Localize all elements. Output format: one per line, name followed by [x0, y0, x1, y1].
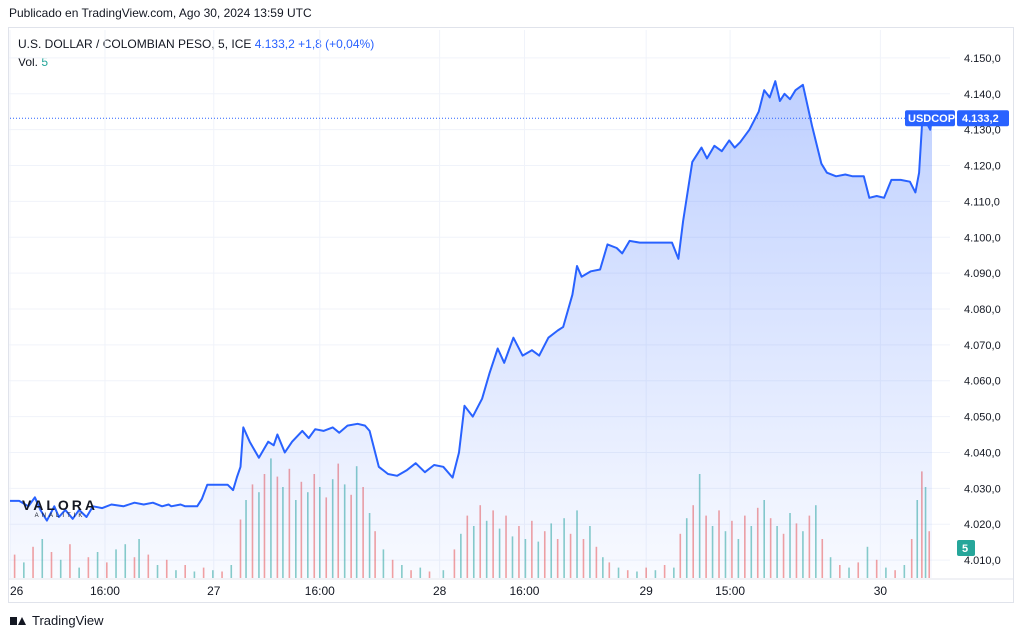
x-tick-label: 26 — [10, 584, 24, 598]
legend-vol-value: 5 — [41, 55, 49, 69]
chart-legend: U.S. DOLLAR / COLOMBIAN PESO, 5, ICE 4.1… — [18, 35, 374, 71]
y-tick-label: 4.080,0 — [964, 304, 1001, 316]
legend-last-value: 4.133,2 — [254, 37, 295, 51]
x-tick-label: 15:00 — [715, 584, 745, 598]
x-tick-label: 27 — [207, 584, 221, 598]
price-tag-symbol-bg — [905, 110, 955, 127]
volume-tag-value: 5 — [962, 543, 968, 555]
y-axis: 4.010,0 4.020,0 4.030,0 4.040,0 4.050,0 4.060… — [964, 53, 1001, 567]
y-tick-label: 4.070,0 — [964, 340, 1001, 352]
price-tag-symbol: USDCOP — [908, 113, 955, 125]
y-tick-label: 4.030,0 — [964, 483, 1001, 495]
y-tick-label: 4.060,0 — [964, 376, 1001, 388]
valora-watermark: VALORA ANALITIK — [20, 497, 100, 519]
chart-frame — [8, 27, 1014, 603]
y-tick-label: 4.090,0 — [964, 268, 1001, 280]
watermark-subtitle: ANALITIK — [34, 513, 86, 519]
y-tick-label: 4.150,0 — [964, 53, 1001, 65]
y-tick-label: 4.020,0 — [964, 519, 1001, 531]
y-tick-label: 4.040,0 — [964, 447, 1001, 459]
watermark-title: VALORA — [21, 497, 99, 513]
legend-change: +1,8 (+0,04%) — [298, 37, 375, 51]
x-tick-label: 29 — [640, 584, 654, 598]
legend-vol-label: Vol. — [18, 55, 39, 69]
volume-tag-bg — [957, 540, 975, 556]
y-tick-label: 4.130,0 — [964, 125, 1001, 137]
y-tick-label: 4.050,0 — [964, 412, 1001, 424]
x-tick-label: 16:00 — [305, 584, 335, 598]
legend-volume-row: Vol. 5 — [18, 53, 374, 71]
price-tag-value: 4.133,2 — [962, 113, 999, 125]
volume-tag: 5 — [957, 540, 975, 556]
price-area — [10, 81, 932, 578]
y-tick-label: 4.120,0 — [964, 161, 1001, 173]
x-axis: 26 16:00 27 16:00 28 16:00 29 15:00 30 — [9, 578, 1013, 598]
x-tick-label: 16:00 — [90, 584, 120, 598]
x-tick-label: 30 — [874, 584, 888, 598]
y-tick-label: 4.010,0 — [964, 555, 1001, 567]
tradingview-logo-icon — [10, 615, 26, 627]
legend-symbol: U.S. DOLLAR / COLOMBIAN PESO, 5, ICE — [18, 37, 252, 51]
y-tick-label: 4.140,0 — [964, 89, 1001, 101]
footer-brand-label: TradingView — [32, 613, 104, 628]
x-tick-label: 16:00 — [509, 584, 539, 598]
last-price-tag: USDCOP 4.133,2 — [905, 110, 1009, 127]
price-line — [10, 80, 933, 522]
y-tick-label: 4.100,0 — [964, 232, 1001, 244]
y-tick-label: 4.110,0 — [964, 196, 1000, 208]
footer-brand[interactable]: TradingView — [10, 613, 104, 628]
published-caption: Publicado en TradingView.com, Ago 30, 20… — [9, 6, 312, 20]
price-tag-value-bg — [957, 110, 1009, 127]
legend-symbol-row: U.S. DOLLAR / COLOMBIAN PESO, 5, ICE 4.1… — [18, 35, 374, 53]
x-tick-label: 28 — [433, 584, 447, 598]
